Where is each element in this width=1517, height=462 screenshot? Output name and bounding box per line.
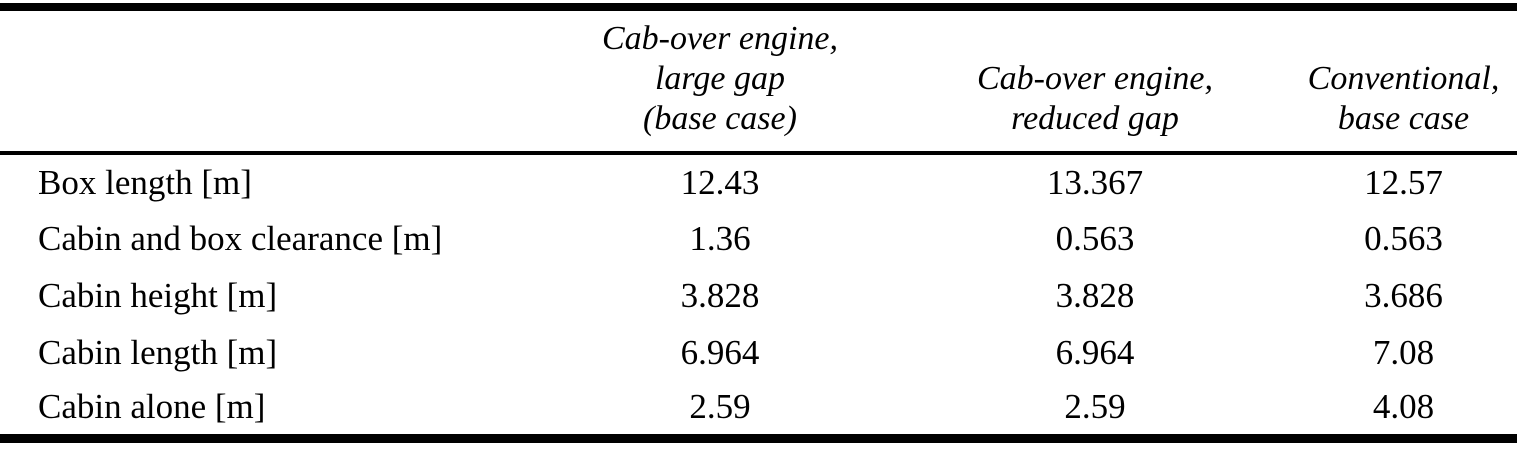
truck-dimensions-table: Cab-over engine, large gap (base case) C… [0,3,1517,443]
header-row: Cab-over engine, large gap (base case) C… [0,7,1517,155]
cell-value: 3.686 [1364,275,1443,315]
cell-value: 0.563 [1055,218,1135,258]
cell-value: 4.08 [1372,387,1435,427]
table-row-cabin-length: Cabin length [m] 6.964 6.964 7.08 [0,324,1517,381]
cell-value: 2.59 [1064,387,1126,427]
cell-value: 0.563 [1364,218,1443,258]
table-row-cabin-height: Cabin height [m] 3.828 3.828 3.686 [0,267,1517,324]
cell-value: 2.59 [689,387,751,427]
table-row-box-length: Box length [m] 12.43 13.367 12.57 [0,153,1517,210]
cell-value: 13.367 [1046,162,1144,202]
table-row-cabin-alone: Cabin alone [m] 2.59 2.59 4.08 [0,381,1517,438]
cell-value: 3.828 [1055,275,1135,315]
row-label-cabin-length: Cabin length [m] [38,332,278,372]
column-header-empty [0,7,540,155]
column-header-cab-over-reduced-gap: Cab-over engine, reduced gap [900,7,1290,155]
row-label-cabin-alone: Cabin alone [m] [38,387,266,427]
row-label-box-length: Box length [m] [38,162,252,202]
cell-value: 3.828 [680,275,760,315]
column-header-cab-over-large-gap: Cab-over engine, large gap (base case) [540,7,900,155]
row-label-cabin-height: Cabin height [m] [38,275,278,315]
cell-value: 6.964 [1055,332,1135,372]
cell-value: 12.43 [680,162,760,202]
table-row-cabin-box-clearance: Cabin and box clearance [m] 1.36 0.563 0… [0,210,1517,267]
paper-table-page: Cab-over engine, large gap (base case) C… [0,3,1517,462]
cell-value: 6.964 [680,332,760,372]
cell-value: 7.08 [1372,332,1435,372]
column-header-conventional-base-case: Conventional, base case [1290,7,1517,155]
row-label-cabin-box-clearance: Cabin and box clearance [m] [38,218,443,258]
cell-value: 12.57 [1364,162,1443,202]
cell-value: 1.36 [689,218,751,258]
